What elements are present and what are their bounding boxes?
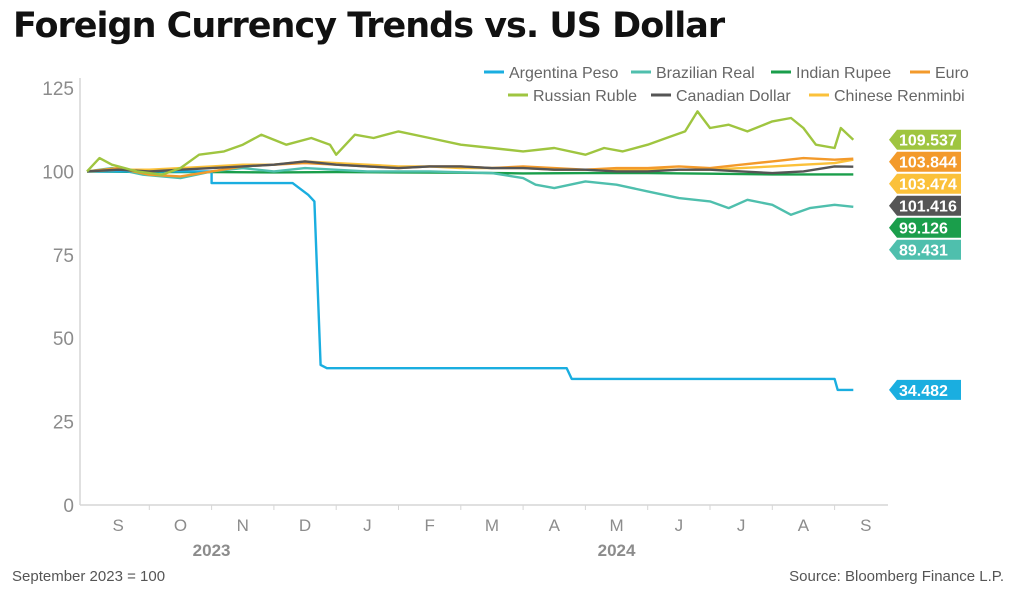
y-tick-label: 125 — [42, 79, 74, 100]
legend-label: Argentina Peso — [509, 65, 619, 82]
legend-label: Brazilian Real — [656, 65, 755, 82]
legend-item-argentina-peso: Argentina Peso — [484, 65, 619, 82]
y-tick-label: 75 — [53, 246, 74, 267]
end-value-labels: 109.537 103.844 103.474 101.416 99.126 89.431… — [889, 129, 961, 400]
legend-label: Indian Rupee — [796, 65, 891, 82]
legend-label: Canadian Dollar — [676, 88, 791, 105]
end-label-tag — [889, 173, 961, 194]
end-label-value: 34.482 — [899, 383, 948, 400]
end-label-value: 103.474 — [899, 177, 957, 194]
end-label-canadian-dollar: 101.416 — [889, 195, 961, 216]
series-line-russian-ruble — [86, 110, 855, 176]
end-label-value: 89.431 — [899, 243, 948, 260]
x-tick-label: J — [737, 516, 746, 535]
x-tick-label: A — [798, 516, 810, 535]
source-note: Source: Bloomberg Finance L.P. — [789, 568, 1004, 585]
end-label-indian-rupee: 99.126 — [889, 217, 961, 238]
chart-title: Foreign Currency Trends vs. US Dollar — [13, 6, 725, 46]
end-label-tag — [889, 217, 961, 238]
x-tick-label: O — [174, 516, 187, 535]
end-label-value: 103.844 — [899, 155, 957, 172]
x-tick-label: N — [237, 516, 249, 535]
x-tick-label: D — [299, 516, 311, 535]
x-tick-label: S — [860, 516, 871, 535]
legend-item-chinese-renminbi: Chinese Renminbi — [809, 88, 965, 105]
chart-legend: Argentina Peso Brazilian Real Indian Rupee… — [484, 65, 969, 105]
y-tick-label: 0 — [63, 496, 74, 517]
end-label-argentina-peso: 34.482 — [889, 379, 961, 400]
legend-item-brazilian-real: Brazilian Real — [631, 65, 755, 82]
x-tick-label: J — [363, 516, 372, 535]
legend-item-canadian-dollar: Canadian Dollar — [651, 88, 791, 105]
end-label-russian-ruble: 109.537 — [889, 129, 961, 150]
end-label-value: 101.416 — [899, 199, 957, 216]
y-tick-label: 50 — [53, 329, 74, 350]
x-tick-label: S — [112, 516, 123, 535]
x-tick-label: F — [424, 516, 434, 535]
legend-label: Russian Ruble — [533, 88, 637, 105]
legend-item-indian-rupee: Indian Rupee — [771, 65, 891, 82]
series-line-argentina-peso — [87, 170, 854, 392]
end-label-tag — [889, 379, 961, 400]
legend-item-euro: Euro — [910, 65, 969, 82]
end-label-chinese-renminbi: 103.474 — [889, 173, 961, 194]
end-label-value: 99.126 — [899, 221, 948, 238]
x-tick-label: J — [675, 516, 684, 535]
series-line-canadian-dollar — [86, 160, 854, 175]
end-label-tag — [889, 239, 961, 260]
legend-label: Euro — [935, 65, 969, 82]
chart-axes: 0 25 50 75 100 125 S O N D J F M A M J J A S 2023 2024 — [42, 78, 888, 560]
y-tick-label: 100 — [42, 162, 74, 183]
x-tick-label: M — [609, 516, 623, 535]
end-label-tag — [889, 195, 961, 216]
end-label-brazilian-real: 89.431 — [889, 239, 961, 260]
x-tick-label: M — [485, 516, 499, 535]
end-label-value: 109.537 — [899, 133, 957, 150]
end-label-euro: 103.844 — [889, 151, 961, 172]
legend-item-russian-ruble: Russian Ruble — [508, 88, 637, 105]
x-tick-label: A — [549, 516, 561, 535]
legend-label: Chinese Renminbi — [834, 88, 965, 105]
end-label-tag — [889, 151, 961, 172]
year-label: 2023 — [193, 541, 231, 560]
chart-lines — [86, 110, 855, 392]
end-label-tag — [889, 129, 961, 150]
year-label: 2024 — [598, 541, 636, 560]
y-tick-label: 25 — [53, 413, 74, 434]
base-note: September 2023 = 100 — [12, 568, 166, 585]
